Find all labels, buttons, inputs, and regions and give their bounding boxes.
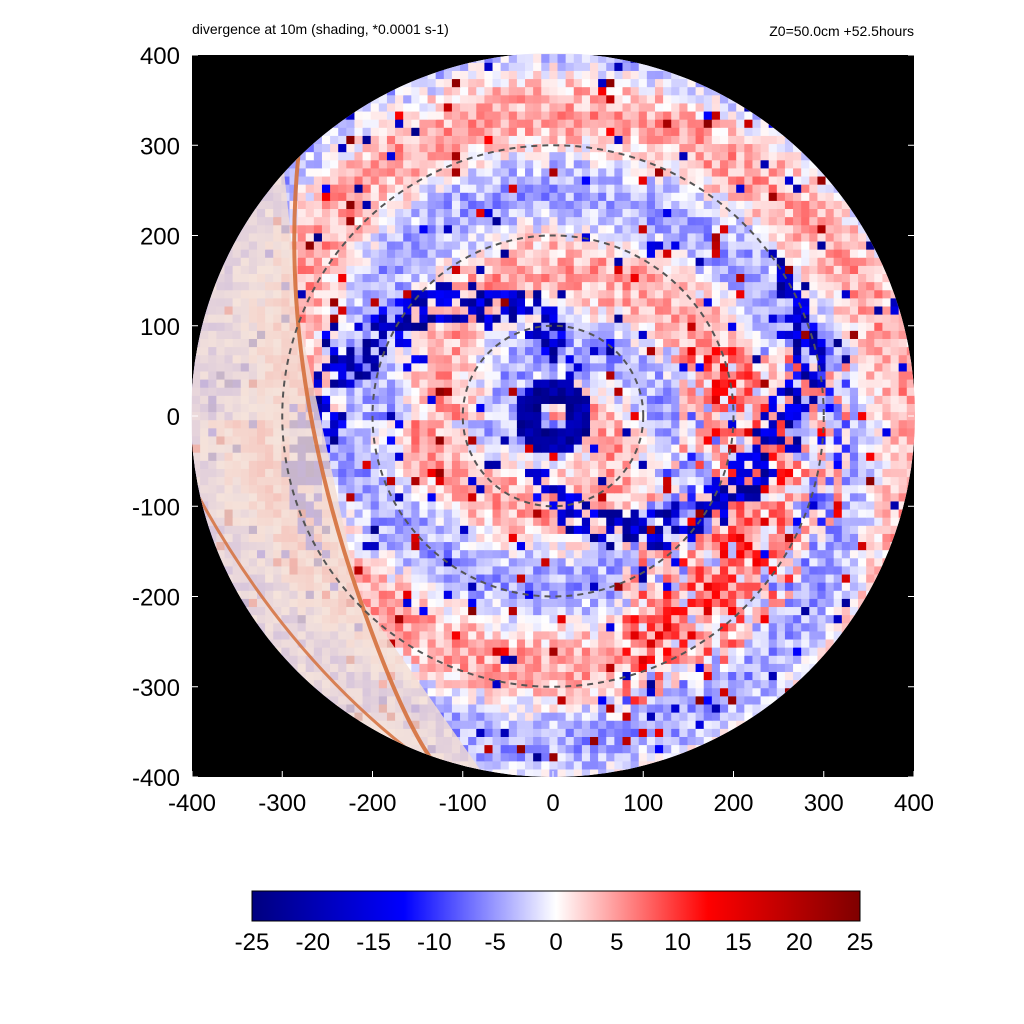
reference-circle-200 xyxy=(371,234,735,598)
x-tick-label: 0 xyxy=(546,790,559,817)
colorbar-tick-label: -5 xyxy=(485,929,506,956)
axis-ticks xyxy=(191,54,915,778)
colorbar-tick-label: 10 xyxy=(664,929,691,956)
chart-title: divergence at 10m (shading, *0.0001 s-1) xyxy=(192,21,449,37)
y-tick-label: 300 xyxy=(140,133,180,160)
x-tick-label: 200 xyxy=(713,790,753,817)
colorbar-tick-label: 15 xyxy=(725,929,752,956)
chart-run-info: Z0=50.0cm +52.5hours xyxy=(769,23,914,39)
y-tick-label: -200 xyxy=(132,585,180,612)
y-tick-label: 200 xyxy=(140,224,180,251)
colorbar-tick-label: -15 xyxy=(356,929,391,956)
colorbar-tick-labels: -25 -20 -15 -10 -5 0 5 10 15 20 25 xyxy=(235,929,874,956)
colorbar-tick-label: 5 xyxy=(610,929,623,956)
y-tick-label: 400 xyxy=(140,43,180,70)
reference-circle-300 xyxy=(281,144,825,688)
colorbar-tick-label: -10 xyxy=(417,929,452,956)
x-axis-tick-labels: -400 -300 -200 -100 0 100 200 300 400 xyxy=(168,790,934,817)
x-tick-label: 400 xyxy=(894,790,934,817)
colorbar-tick-label: -20 xyxy=(295,929,330,956)
reference-circles xyxy=(281,144,825,688)
reference-circle-100 xyxy=(461,324,645,508)
y-tick-label: -100 xyxy=(132,494,180,521)
x-tick-label: 100 xyxy=(623,790,663,817)
x-tick-label: -200 xyxy=(348,790,396,817)
x-tick-label: -300 xyxy=(258,790,306,817)
colorbar-tick-label: 0 xyxy=(549,929,562,956)
y-tick-label: 0 xyxy=(167,404,180,431)
colorbar-tick-label: 20 xyxy=(786,929,813,956)
x-tick-label: 300 xyxy=(804,790,844,817)
y-axis-tick-labels: -400 -300 -200 -100 0 100 200 300 400 xyxy=(132,43,180,792)
colorbar-tick-label: -25 xyxy=(235,929,270,956)
y-tick-label: 100 xyxy=(140,314,180,341)
colorbar-tick-label: 25 xyxy=(847,929,874,956)
y-tick-label: -400 xyxy=(132,765,180,792)
x-tick-label: -100 xyxy=(439,790,487,817)
y-tick-label: -300 xyxy=(132,675,180,702)
colorbar xyxy=(251,890,861,922)
x-tick-label: -400 xyxy=(168,790,216,817)
